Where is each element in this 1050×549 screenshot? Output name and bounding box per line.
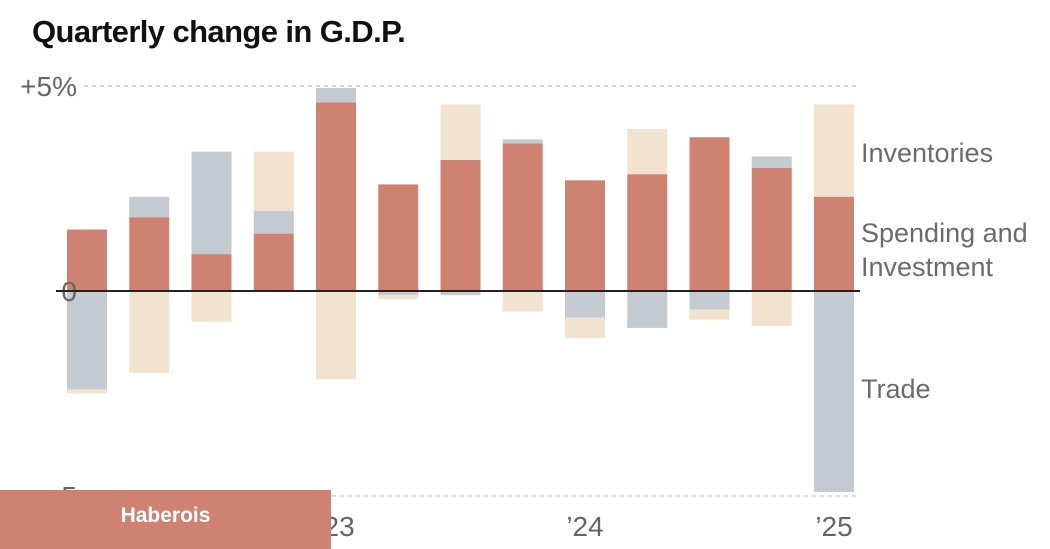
bar-segment-spending-and-investment: Q4 2022 — Spending and Investment: 1.4 xyxy=(253,233,294,291)
bar-segment-inventories: Q2 2023 — Inventories: -0.1 xyxy=(378,295,419,300)
bar-segment-trade: Q2 2022 — Trade: 0.5 xyxy=(129,196,170,218)
bar-segment-trade: Q4 2024 — Trade: 0.28 xyxy=(751,156,792,168)
chart-title: Quarterly change in G.D.P. xyxy=(32,14,406,49)
bar-segment-spending-and-investment: Q2 2024 — Spending and Investment: 2.85 xyxy=(627,174,668,291)
legend-label-spending-and-investment: Spending and xyxy=(861,218,1028,248)
bar-segment-spending-and-investment: Q2 2022 — Spending and Investment: 1.8 xyxy=(129,217,170,291)
bar-segment-spending-and-investment: Q1 2025 — Spending and Investment: 2.3 xyxy=(814,196,854,291)
bar-segment-spending-and-investment: Q4 2024 — Spending and Investment: 3 xyxy=(751,168,792,291)
bar-segment-inventories: Q1 2023 — Inventories: -2.15 xyxy=(316,291,356,380)
bar-segment-inventories: Q2 2022 — Inventories: -2 xyxy=(129,291,170,373)
bar-segment-spending-and-investment: Q4 2023 — Spending and Investment: 3.6 xyxy=(502,143,543,291)
bar-segment-trade: Q2 2024 — Trade: -0.9 xyxy=(627,291,668,328)
bar-segment-trade: Q3 2023 — Trade: -0.1 xyxy=(440,291,481,296)
bar-segment-inventories: Q4 2022 — Inventories: 1.45 xyxy=(253,151,294,212)
bar-segment-inventories: Q1 2022 — Inventories: -0.1 xyxy=(67,389,107,394)
x-tick-label: ’24 xyxy=(566,511,603,542)
bar-segment-inventories: Q3 2022 — Inventories: -0.75 xyxy=(191,291,232,322)
bar-segment-inventories: Q3 2024 — Inventories: -0.25 xyxy=(689,309,730,320)
bar-segment-trade: Q1 2025 — Trade: -4.9 xyxy=(814,291,854,492)
bar-segment-inventories: Q4 2023 — Inventories: -0.5 xyxy=(502,291,543,312)
bar-segment-spending-and-investment: Q1 2023 — Spending and Investment: 4.6 xyxy=(316,102,356,292)
bar-segment-trade: Q1 2022 — Trade: -2.4 xyxy=(67,291,107,390)
bar-segment-inventories: Q4 2024 — Inventories: -0.85 xyxy=(751,291,792,326)
bar-segment-inventories: Q1 2025 — Inventories: 2.25 xyxy=(814,104,854,197)
bar-segment-trade: Q3 2022 — Trade: 2.5 xyxy=(191,151,232,255)
bar-segment-spending-and-investment: Q2 2023 — Spending and Investment: 2.6 xyxy=(378,184,419,291)
bar-segment-inventories: Q2 2024 — Inventories: 1.1 xyxy=(627,129,668,175)
bar-segment-trade: Q4 2023 — Trade: 0.1 xyxy=(502,139,543,144)
bar-segment-spending-and-investment: Q1 2022 — Spending and Investment: 1.5 xyxy=(67,229,107,291)
bar-segment-inventories: Q1 2024 — Inventories: -0.5 xyxy=(565,317,605,339)
brand-badge: Haberois xyxy=(0,490,331,549)
bar-segment-trade: Q3 2024 — Trade: -0.45 xyxy=(689,291,730,310)
legend-label-spending-and-investment: Investment xyxy=(861,252,994,282)
bar-segment-trade: Q1 2023 — Trade: 0.35 xyxy=(316,88,356,103)
legend-label-trade: Trade xyxy=(861,374,931,404)
x-tick-label: ’25 xyxy=(815,511,852,542)
bar-segment-trade: Q4 2022 — Trade: 0.55 xyxy=(253,211,294,234)
legend-layer: Spending and Investment Trade Inventories xyxy=(861,138,1028,404)
bar-segment-spending-and-investment: Q3 2023 — Spending and Investment: 3.2 xyxy=(440,159,481,291)
bar-segment-inventories: Q3 2023 — Inventories: 1.35 xyxy=(440,104,481,160)
bars-layer: Q1 2022 — Spending and Investment: 1.5Q1… xyxy=(67,88,854,492)
legend-label-inventories: Inventories xyxy=(861,138,993,168)
bar-segment-spending-and-investment: Q3 2024 — Spending and Investment: 3.75 xyxy=(689,137,730,291)
y-tick-label: +5% xyxy=(20,71,77,102)
bar-segment-trade: Q2 2023 — Trade: -0.1 xyxy=(378,291,419,296)
bar-segment-spending-and-investment: Q1 2024 — Spending and Investment: 2.7 xyxy=(565,180,605,291)
bar-segment-trade: Q1 2024 — Trade: -0.65 xyxy=(565,291,605,318)
bar-segment-spending-and-investment: Q3 2022 — Spending and Investment: 0.9 xyxy=(191,254,232,291)
